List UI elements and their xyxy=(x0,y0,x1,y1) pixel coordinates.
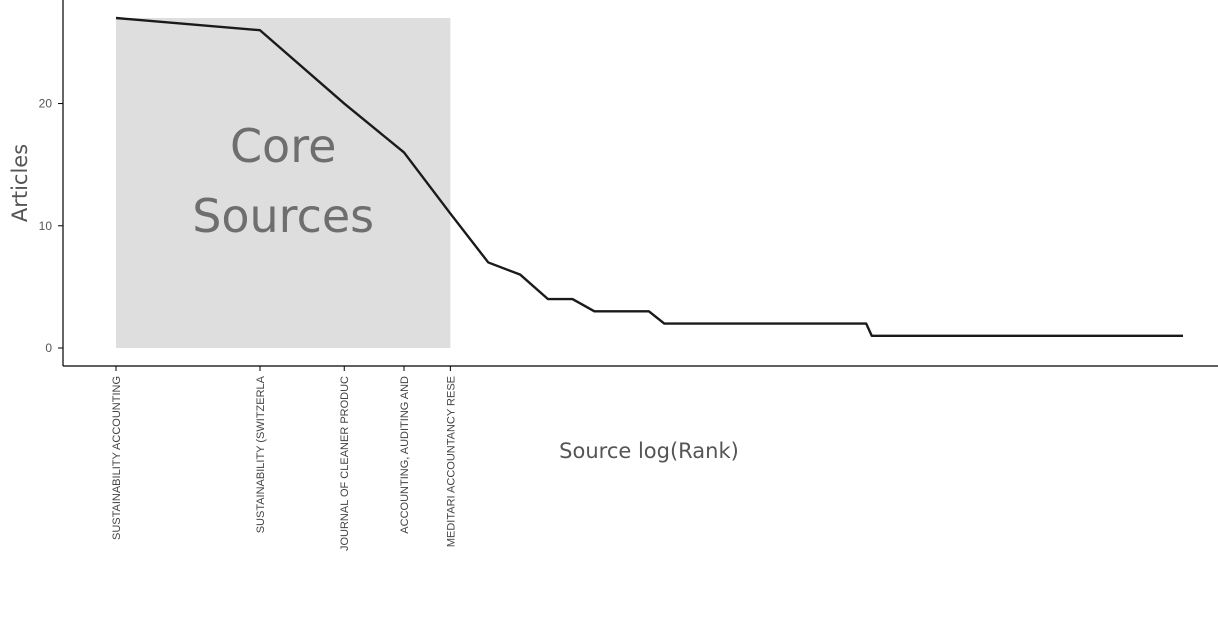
core-sources-label-line-2: Sources xyxy=(192,189,374,243)
y-tick-label: 20 xyxy=(39,97,53,111)
y-ticks: 0 10 20 xyxy=(39,97,63,355)
x-axis-title: Source log(Rank) xyxy=(559,439,739,463)
y-tick-label: 10 xyxy=(39,219,53,233)
x-tick-label-source: ACCOUNTING, AUDITING AND xyxy=(399,376,411,534)
core-sources-zone xyxy=(116,18,451,348)
y-axis-title: Articles xyxy=(8,144,32,222)
y-tick-label: 0 xyxy=(45,341,52,355)
x-tick-label-source: MEDITARI ACCOUNTANCY RESE xyxy=(445,376,457,547)
x-tick-label-source: SUSTAINABILITY (SWITZERLA xyxy=(255,375,267,533)
articles-line xyxy=(115,16,1183,337)
core-sources-label-line-1: Core xyxy=(230,119,336,173)
x-tick-label-source: JOURNAL OF CLEANER PRODUC xyxy=(339,376,351,551)
x-tick-label-source: SUSTAINABILITY ACCOUNTING xyxy=(111,376,123,540)
x-ticks: SUSTAINABILITY ACCOUNTING SUSTAINABILITY … xyxy=(111,366,457,551)
